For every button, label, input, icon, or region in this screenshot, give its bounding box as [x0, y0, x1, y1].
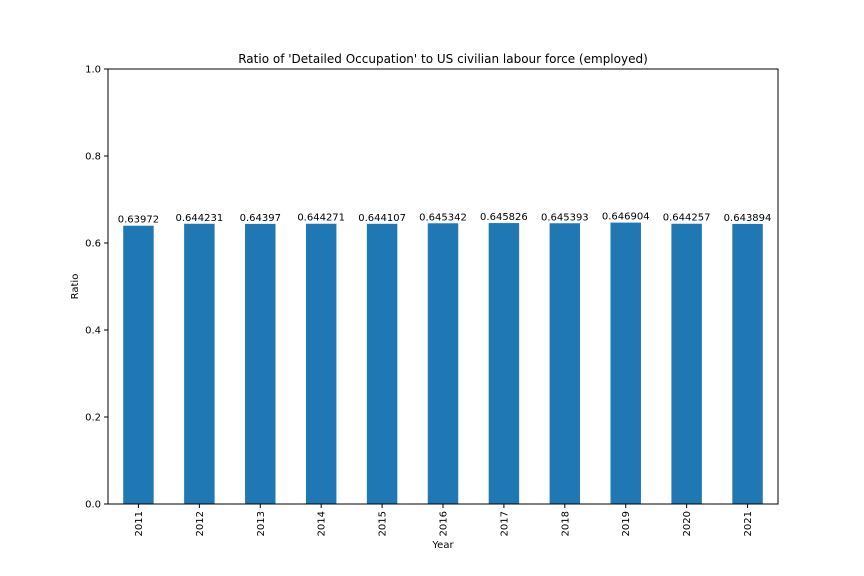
value-label-2015: 0.644107: [358, 213, 406, 224]
y-axis: 0.0 0.2 0.4 0.6 0.8 1.0: [85, 65, 108, 511]
x-tick-label-2016: 2016: [439, 511, 450, 536]
x-tick-label-2012: 2012: [195, 511, 206, 536]
bar-2019: [610, 222, 641, 505]
value-label-2017: 0.645826: [480, 212, 528, 223]
x-tick-label-2018: 2018: [560, 511, 571, 536]
bar-2011: [123, 225, 154, 504]
x-tick-label-2013: 2013: [256, 511, 267, 536]
x-axis-label: Year: [431, 540, 454, 551]
value-label-2020: 0.644257: [663, 213, 711, 224]
y-tick-label-0.0: 0.0: [85, 500, 101, 511]
value-label-2013: 0.64397: [240, 213, 281, 224]
value-label-2021: 0.643894: [724, 213, 772, 224]
y-tick-label-1.0: 1.0: [85, 65, 101, 76]
x-tick-label-2011: 2011: [134, 511, 145, 536]
bar-2018: [549, 223, 581, 505]
x-tick-label-2021: 2021: [743, 511, 754, 536]
value-labels-group: 0.63972 0.644231 0.64397 0.644271 0.644107 0.…: [118, 212, 772, 226]
bar-2015: [366, 223, 398, 504]
value-label-2016: 0.645342: [419, 212, 467, 223]
x-tick-label-2020: 2020: [682, 511, 693, 536]
bar-2013: [245, 223, 276, 504]
y-axis-label: Ratio: [70, 274, 81, 300]
y-tick-label-0.6: 0.6: [85, 239, 101, 250]
bar-2020: [671, 223, 702, 504]
x-tick-label-2014: 2014: [317, 511, 328, 536]
x-tick-label-2017: 2017: [499, 511, 510, 536]
bar-2012: [184, 223, 215, 504]
bar-2017: [488, 223, 520, 505]
chart-title: Ratio of 'Detailed Occupation' to US civ…: [238, 52, 648, 66]
x-tick-label-2015: 2015: [378, 511, 389, 536]
y-tick-label-0.2: 0.2: [85, 413, 101, 424]
y-tick-label-0.4: 0.4: [85, 326, 101, 337]
bars-group: [123, 222, 763, 505]
value-label-2014: 0.644271: [297, 213, 345, 224]
y-tick-label-0.8: 0.8: [85, 152, 101, 163]
value-label-2011: 0.63972: [118, 215, 159, 226]
bar-2021: [732, 223, 763, 504]
bar-2016: [427, 223, 459, 504]
value-label-2012: 0.644231: [176, 213, 224, 224]
value-label-2018: 0.645393: [541, 212, 589, 223]
plot-frame: [107, 68, 779, 505]
x-axis: 2011 2012 2013 2014 2015 2016 2017 2018 2019 2020…: [134, 504, 754, 536]
value-label-2019: 0.646904: [602, 212, 650, 223]
bar-2014: [305, 223, 337, 504]
x-tick-label-2019: 2019: [621, 511, 632, 536]
